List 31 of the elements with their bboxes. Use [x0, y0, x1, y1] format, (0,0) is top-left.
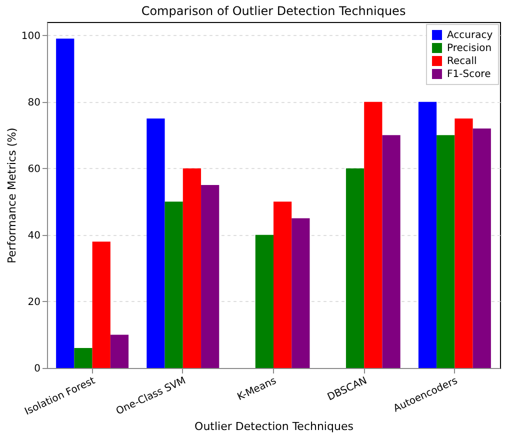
bar	[74, 348, 92, 368]
bar	[201, 185, 220, 368]
bar	[182, 168, 202, 368]
y-tick-label: 20	[28, 296, 40, 308]
bar	[274, 202, 292, 368]
bar	[292, 218, 310, 368]
bar	[418, 102, 437, 368]
chart-title: Comparison of Outlier Detection Techniques	[141, 4, 406, 18]
bar	[92, 242, 110, 368]
y-tick-label: 100	[21, 30, 40, 42]
bar	[472, 128, 491, 368]
bar	[436, 135, 455, 368]
legend-label: Accuracy	[447, 30, 493, 41]
x-axis-title: Outlier Detection Techniques	[194, 420, 354, 433]
bar	[346, 168, 364, 368]
y-tick-label: 0	[34, 364, 40, 374]
bar	[364, 102, 382, 368]
y-tick-label: 40	[28, 230, 40, 242]
bar	[56, 38, 74, 368]
legend-label: Precision	[447, 43, 492, 54]
bar	[382, 135, 400, 368]
bar	[110, 334, 129, 368]
bar	[146, 118, 165, 368]
bar	[164, 202, 183, 368]
bar	[255, 234, 274, 368]
legend-label: Recall	[447, 56, 477, 67]
y-tick-label: 60	[28, 164, 40, 175]
y-tick-label: 80	[28, 97, 40, 108]
y-axis-title: Performance Metrics (%)	[5, 128, 18, 264]
legend-label: F1-Score	[447, 69, 491, 80]
bar	[454, 118, 473, 368]
